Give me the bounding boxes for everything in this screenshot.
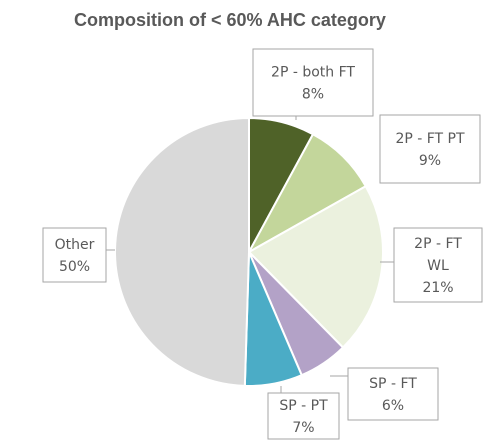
data-label-box-2p-ft-wl bbox=[393, 227, 483, 303]
data-labels: 2P - both FT 8% 2P - FT PT 9% 2P - FT WL 21% SP… bbox=[42, 48, 483, 440]
data-label-box-2p-ft-pt bbox=[379, 114, 481, 184]
data-label-box-sp-pt bbox=[267, 392, 340, 440]
data-label-sp-ft: SP - FT 6% bbox=[369, 376, 417, 414]
data-label-2p-ft-wl: 2P - FT WL 21% bbox=[414, 236, 462, 296]
data-label-other: Other 50% bbox=[55, 237, 95, 275]
pie-slice-other bbox=[114, 116, 250, 387]
data-label-2p-ft-pt: 2P - FT PT 9% bbox=[395, 131, 465, 169]
pie-slice-2p-ft-wl bbox=[247, 184, 384, 349]
data-label-box-other bbox=[42, 227, 107, 283]
pie-slices bbox=[114, 116, 384, 387]
chart-title: Composition of < 60% AHC category bbox=[74, 10, 386, 30]
data-label-box-sp-ft bbox=[347, 367, 439, 421]
data-label-2p-both-ft: 2P - both FT 8% bbox=[271, 65, 355, 103]
data-label-sp-pt: SP - PT 7% bbox=[279, 398, 328, 436]
data-label-box-2p-both-ft bbox=[252, 48, 374, 117]
